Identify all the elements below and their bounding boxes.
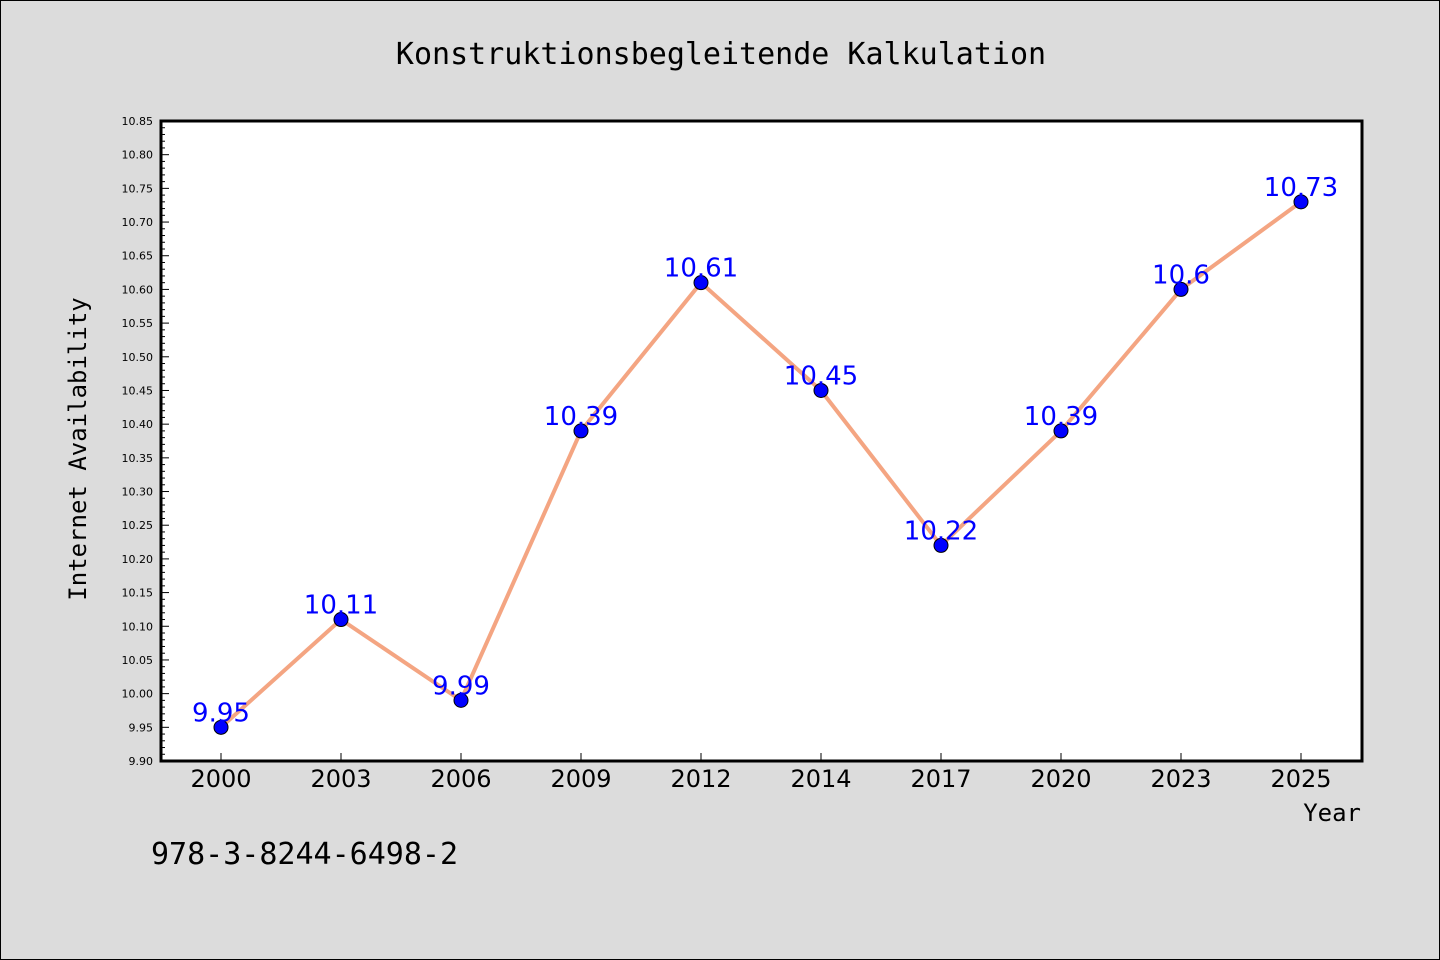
- y-tick-label: 10.30: [122, 486, 154, 499]
- y-tick-label: 9.95: [129, 721, 154, 734]
- data-point-marker: [1053, 423, 1069, 439]
- data-point-marker: [1173, 281, 1189, 297]
- y-tick-label: 10.40: [122, 418, 154, 431]
- x-tick-label: 2012: [670, 765, 731, 793]
- x-tick-label: 2003: [310, 765, 371, 793]
- series-line: [219, 200, 1303, 729]
- y-tick-label: 10.10: [122, 620, 154, 633]
- chart-title: Konstruktionsbegleitende Kalkulation: [396, 37, 1046, 72]
- data-label: 10.22: [904, 516, 978, 546]
- x-tick-label: 2014: [790, 765, 851, 793]
- data-label: 9.95: [192, 698, 250, 728]
- data-point-marker: [333, 612, 349, 628]
- data-label: 10.6: [1152, 260, 1210, 290]
- x-tick-label: 2020: [1030, 765, 1091, 793]
- y-tick-label: 10.55: [122, 317, 154, 330]
- data-label: 10.39: [1024, 402, 1098, 432]
- y-tick-label: 10.25: [122, 519, 154, 532]
- data-label: 10.45: [784, 361, 858, 391]
- data-point-marker: [813, 382, 829, 398]
- y-tick-label: 10.15: [122, 587, 154, 600]
- x-tick-label: 2025: [1270, 765, 1331, 793]
- data-labels: 9.95 10.11 9.99 10.39 10.61 10.45 10.22 10.39 10…: [192, 173, 1338, 728]
- y-tick-label: 10.50: [122, 351, 154, 364]
- y-tick-label: 10.80: [122, 149, 154, 162]
- data-label: 10.11: [304, 591, 378, 621]
- data-point-marker: [1293, 194, 1309, 210]
- y-tick-label: 10.85: [122, 115, 154, 128]
- y-tick-label: 10.65: [122, 250, 154, 263]
- data-label: 10.73: [1264, 173, 1338, 203]
- x-axis-title: Year: [1303, 799, 1361, 827]
- x-tick-label: 2000: [190, 765, 251, 793]
- y-axis-title: Internet Availability: [64, 297, 92, 600]
- y-tick-label: 10.05: [122, 654, 154, 667]
- isbn-footnote: 978-3-8244-6498-2: [151, 837, 458, 872]
- x-tick-label: 2023: [1150, 765, 1211, 793]
- data-point-marker: [573, 423, 589, 439]
- plot-area: [159, 119, 1364, 763]
- x-tick-label: 2006: [430, 765, 491, 793]
- y-tick-label: 10.60: [122, 283, 154, 296]
- data-label: 10.39: [544, 402, 618, 432]
- y-tick-label: 10.20: [122, 553, 154, 566]
- y-tick-label: 10.75: [122, 182, 154, 195]
- x-axis: 2000 2003 2006 2009 2012 2014 2017 2020 2023 2025: [190, 753, 1332, 793]
- data-point-marker: [933, 537, 949, 553]
- data-label: 10.61: [664, 254, 738, 284]
- y-axis: 9.90 9.95 10.00 10.05 10.10 10.15 10.20 10.25 10…: [122, 115, 169, 768]
- x-tick-label: 2009: [550, 765, 611, 793]
- data-series: [213, 194, 1309, 735]
- data-label: 9.99: [432, 671, 490, 701]
- data-point-marker: [693, 275, 709, 291]
- y-tick-label: 9.90: [129, 755, 154, 768]
- y-tick-label: 10.00: [122, 688, 154, 701]
- y-tick-label: 10.45: [122, 384, 154, 397]
- data-point-marker: [213, 719, 229, 735]
- data-point-marker: [453, 692, 469, 708]
- y-tick-label: 10.35: [122, 452, 154, 465]
- x-tick-label: 2017: [910, 765, 971, 793]
- y-tick-label: 10.70: [122, 216, 154, 229]
